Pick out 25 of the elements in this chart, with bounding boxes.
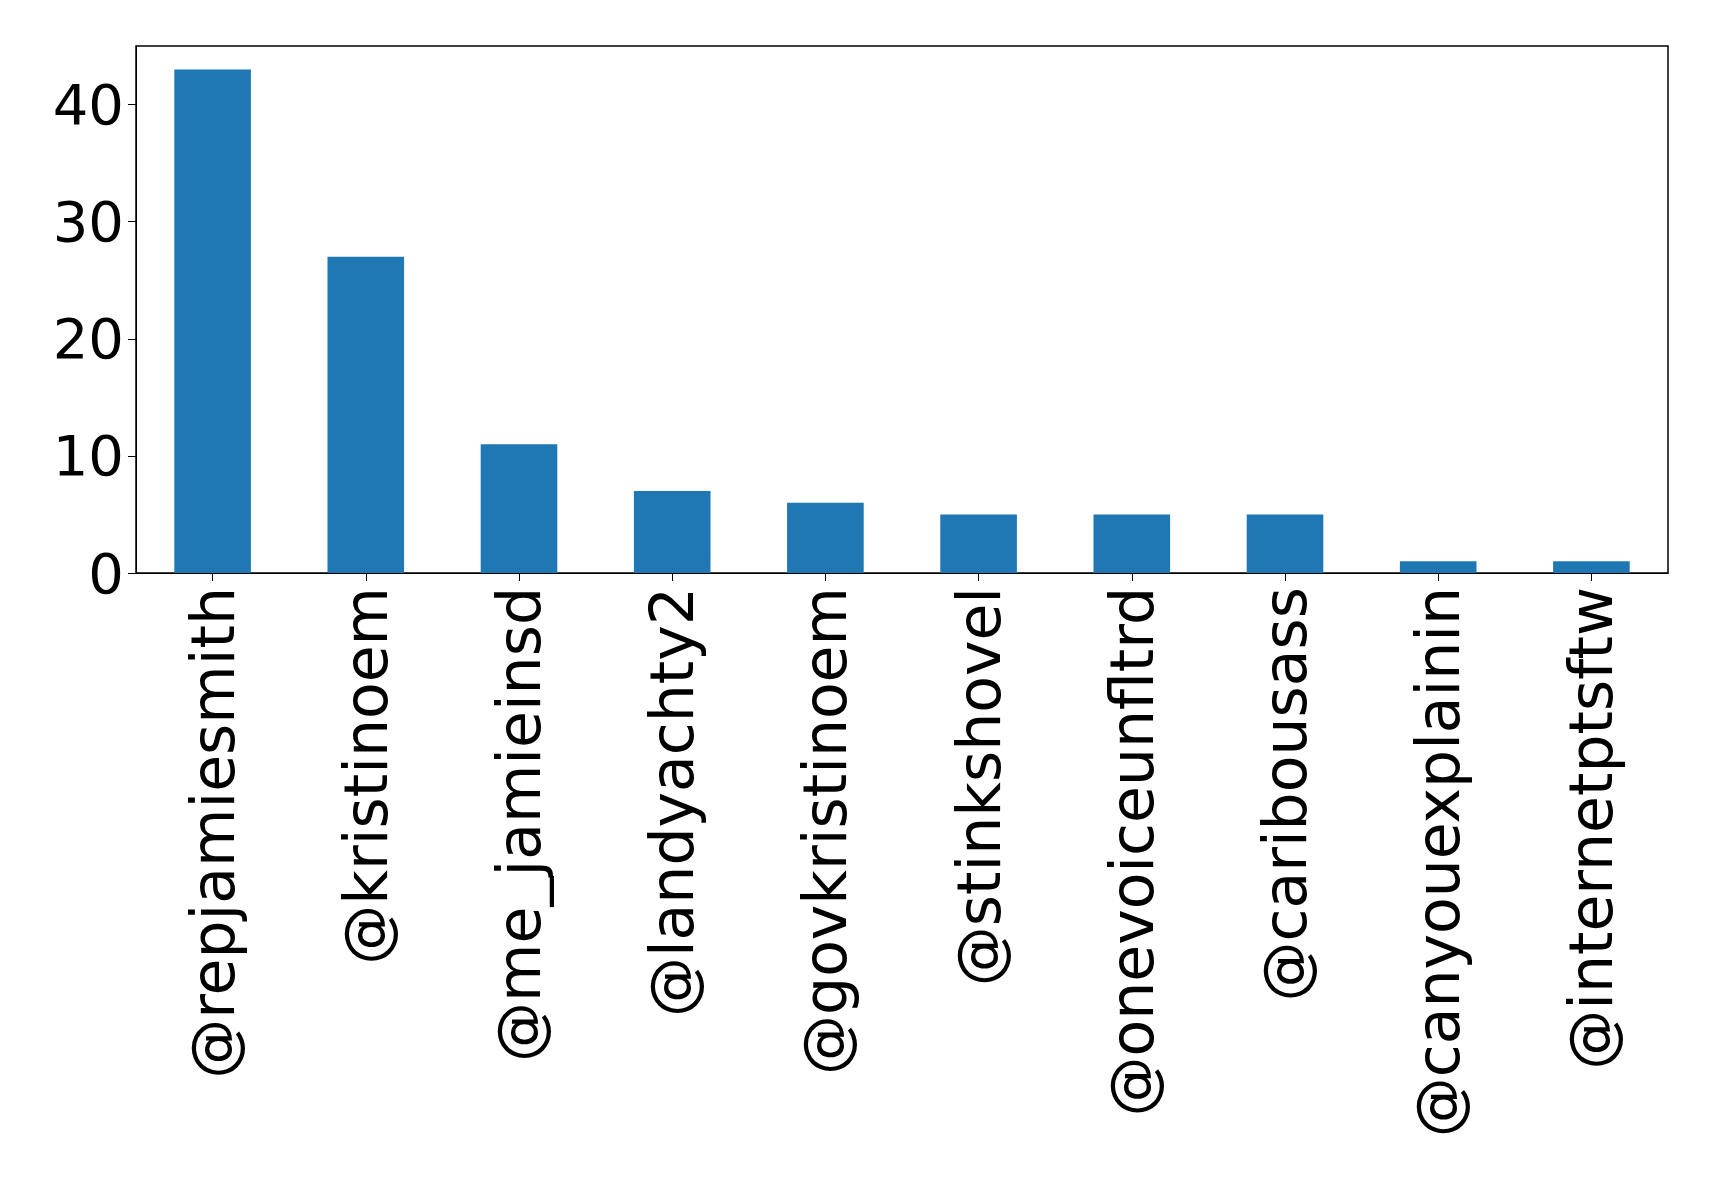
bar bbox=[327, 256, 405, 573]
bar bbox=[940, 514, 1017, 573]
x-tick-label: @canyouexplainin bbox=[1403, 587, 1474, 1138]
y-tick-label: 40 bbox=[52, 72, 124, 138]
x-tick-label: @internetptsftw bbox=[1556, 587, 1627, 1070]
bar bbox=[1093, 514, 1171, 573]
x-tick-label: @caribousass bbox=[1250, 587, 1320, 1002]
x-tick-label: @kristinoem bbox=[330, 587, 401, 965]
x-tick-label: @repjamiesmith bbox=[177, 587, 248, 1079]
bar bbox=[1399, 561, 1477, 573]
y-tick-label: 20 bbox=[52, 306, 124, 372]
bar bbox=[787, 502, 864, 573]
y-tick-label: 30 bbox=[52, 189, 124, 255]
bar bbox=[1246, 514, 1324, 573]
x-tick-label: @landyachty2 bbox=[637, 587, 708, 1018]
bar bbox=[174, 69, 251, 573]
bar bbox=[633, 491, 711, 573]
bar bbox=[1553, 561, 1630, 573]
x-tick-label: @me_jamieinsd bbox=[484, 587, 554, 1062]
x-tick-label: @stinkshovel bbox=[943, 587, 1014, 987]
x-tick-label: @onevoiceunfltrd bbox=[1096, 587, 1167, 1117]
y-tick-label: 0 bbox=[88, 540, 124, 606]
x-tick-label: @govkristinoem bbox=[790, 587, 861, 1075]
bar bbox=[480, 444, 558, 573]
y-tick-label: 10 bbox=[52, 423, 124, 489]
